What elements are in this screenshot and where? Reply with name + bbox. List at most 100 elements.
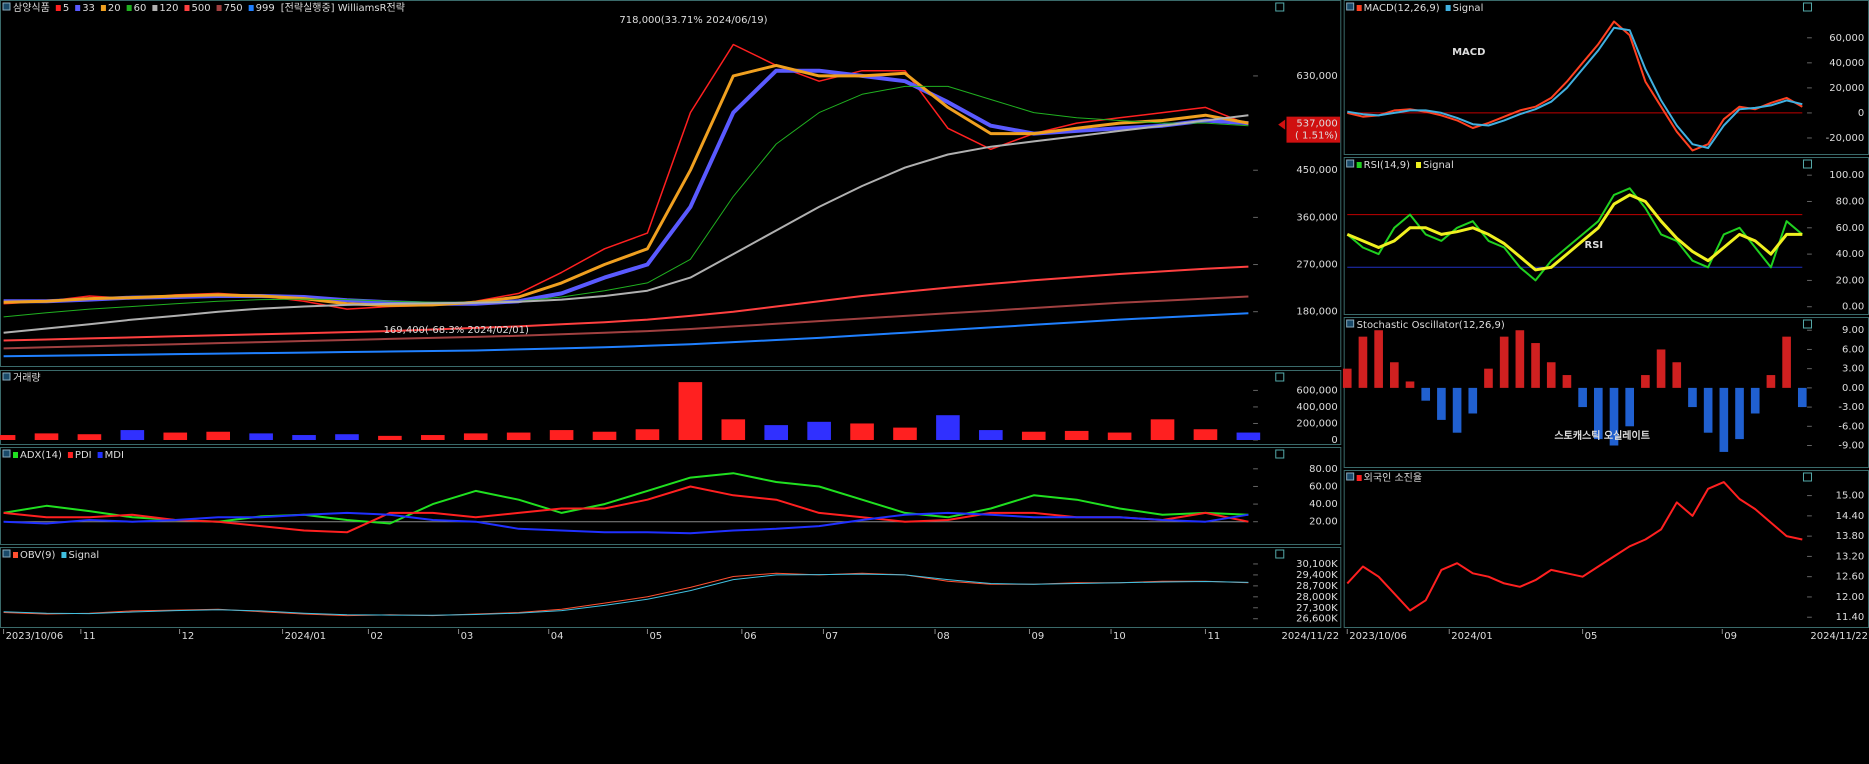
panel-frame (1343, 470, 1869, 628)
bar (1358, 336, 1368, 388)
x-tick-label: 12 (182, 631, 195, 642)
bar (549, 430, 574, 440)
legend-swatch (1356, 5, 1362, 11)
panel-frame (0, 0, 1342, 367)
y-tick-label: 40.00 (1309, 499, 1338, 510)
last-price-label: 537,000 (1296, 119, 1337, 130)
legend-swatch (1356, 475, 1362, 481)
bar (1593, 387, 1603, 440)
bar (1562, 375, 1572, 388)
overlay-label: MACD (1452, 47, 1485, 58)
legend-swatch (13, 452, 18, 458)
y-tick-label: 15.00 (1836, 491, 1865, 502)
annotation: 718,000(33.71% 2024/06/19) (619, 15, 767, 26)
y-tick-label: 0.00 (1842, 383, 1864, 394)
x-tick-label: 07 (825, 631, 838, 642)
x-end-label: 2024/11/22 (1810, 631, 1868, 642)
bar (1193, 429, 1218, 440)
series-line (3, 265, 1249, 342)
panel: 외국인 소진율 11.40 12.00 12.60 13.20 13.80 14.40 15.… (1343, 470, 1869, 628)
legend-label: RSI(14,9) (1364, 160, 1410, 171)
bar (292, 435, 316, 440)
legend-label: 500 (191, 3, 210, 14)
y-tick-label: 30,100K (1296, 559, 1338, 570)
panel-icon (1346, 472, 1355, 481)
panel-icon (1275, 2, 1285, 12)
legend-label: Signal (1423, 160, 1454, 171)
y-tick-label: -6.00 (1838, 421, 1864, 432)
legend-swatch (1356, 162, 1362, 168)
panel-frame (0, 447, 1342, 545)
y-tick-label: 0 (1858, 108, 1864, 119)
y-tick-label: 20,000 (1829, 83, 1864, 94)
bar (1150, 419, 1175, 440)
y-tick-label: 40.00 (1836, 249, 1865, 260)
legend-swatch (184, 5, 190, 11)
bar (721, 419, 746, 440)
bar (77, 434, 102, 440)
panel-frame (1343, 157, 1869, 315)
price-arrow (1278, 119, 1286, 130)
y-tick-label: 20.00 (1836, 275, 1865, 286)
bar (1484, 368, 1493, 388)
y-tick-label: 60,000 (1829, 33, 1864, 44)
panel-icon (1275, 372, 1285, 382)
y-tick-label: 3.00 (1842, 364, 1864, 375)
bar (1625, 387, 1635, 427)
bar (1021, 431, 1046, 440)
bar (1342, 368, 1352, 388)
legend-label: Signal (68, 550, 99, 561)
bar (1797, 387, 1807, 408)
x-tick-label: 05 (1585, 631, 1598, 642)
panel-icon (1802, 319, 1812, 329)
bar (0, 435, 16, 440)
y-tick-label: 600,000 (1296, 385, 1337, 396)
y-tick-label: 0.00 (1842, 302, 1864, 313)
overlay-label: 스토캐스틱 오실레이트 (1554, 429, 1649, 442)
y-tick-label: -9.00 (1838, 441, 1864, 452)
bar (463, 433, 488, 440)
bar (120, 430, 145, 440)
y-tick-label: 450,000 (1296, 165, 1337, 176)
panel: 거래량 0 200,000 400,000 600,000 (0, 370, 1342, 446)
change-label: ( 1.51%) (1295, 131, 1338, 142)
series-line (3, 485, 1249, 534)
panel-frame (0, 547, 1342, 628)
x-tick-label: 09 (1031, 631, 1044, 642)
legend-swatch (1416, 162, 1422, 168)
panel-icon (2, 449, 11, 458)
price-box (1286, 116, 1341, 143)
legend-swatch (13, 552, 18, 558)
bar (1374, 330, 1383, 388)
panel: OBV(9) Signal 26,600K27,300K28,000K28,700K… (0, 547, 1342, 628)
x-tick-label: 08 (937, 631, 950, 642)
y-tick-label: 40,000 (1829, 58, 1864, 69)
panel-icon (1346, 319, 1355, 328)
bar (1656, 349, 1666, 388)
legend-label: 60 (134, 3, 147, 14)
y-tick-label: 12.60 (1836, 572, 1865, 583)
series-line (3, 573, 1249, 616)
bar (1390, 362, 1399, 388)
annotation: 169,400(-68.3% 2024/02/01) (384, 325, 529, 336)
bar (1609, 387, 1619, 446)
bar (1531, 343, 1540, 388)
y-tick-label: 28,700K (1296, 581, 1338, 592)
bar (1421, 387, 1431, 401)
legend-label: 33 (82, 3, 95, 14)
bar (506, 432, 531, 440)
series-line (1346, 193, 1803, 272)
panel-icon (1346, 2, 1355, 11)
y-tick-label: 29,400K (1296, 570, 1338, 581)
bar (1452, 387, 1462, 433)
bar (850, 423, 874, 440)
x-tick-label: 2024/01 (1451, 631, 1493, 642)
panel-icon (1802, 159, 1812, 169)
bar (1515, 330, 1525, 388)
legend-label: 5 (63, 3, 69, 14)
y-tick-label: 200,000 (1296, 418, 1337, 429)
legend-swatch (1445, 5, 1451, 11)
bar (1546, 362, 1556, 388)
legend-label: 외국인 소진율 (1364, 472, 1422, 484)
bar (1437, 387, 1446, 420)
